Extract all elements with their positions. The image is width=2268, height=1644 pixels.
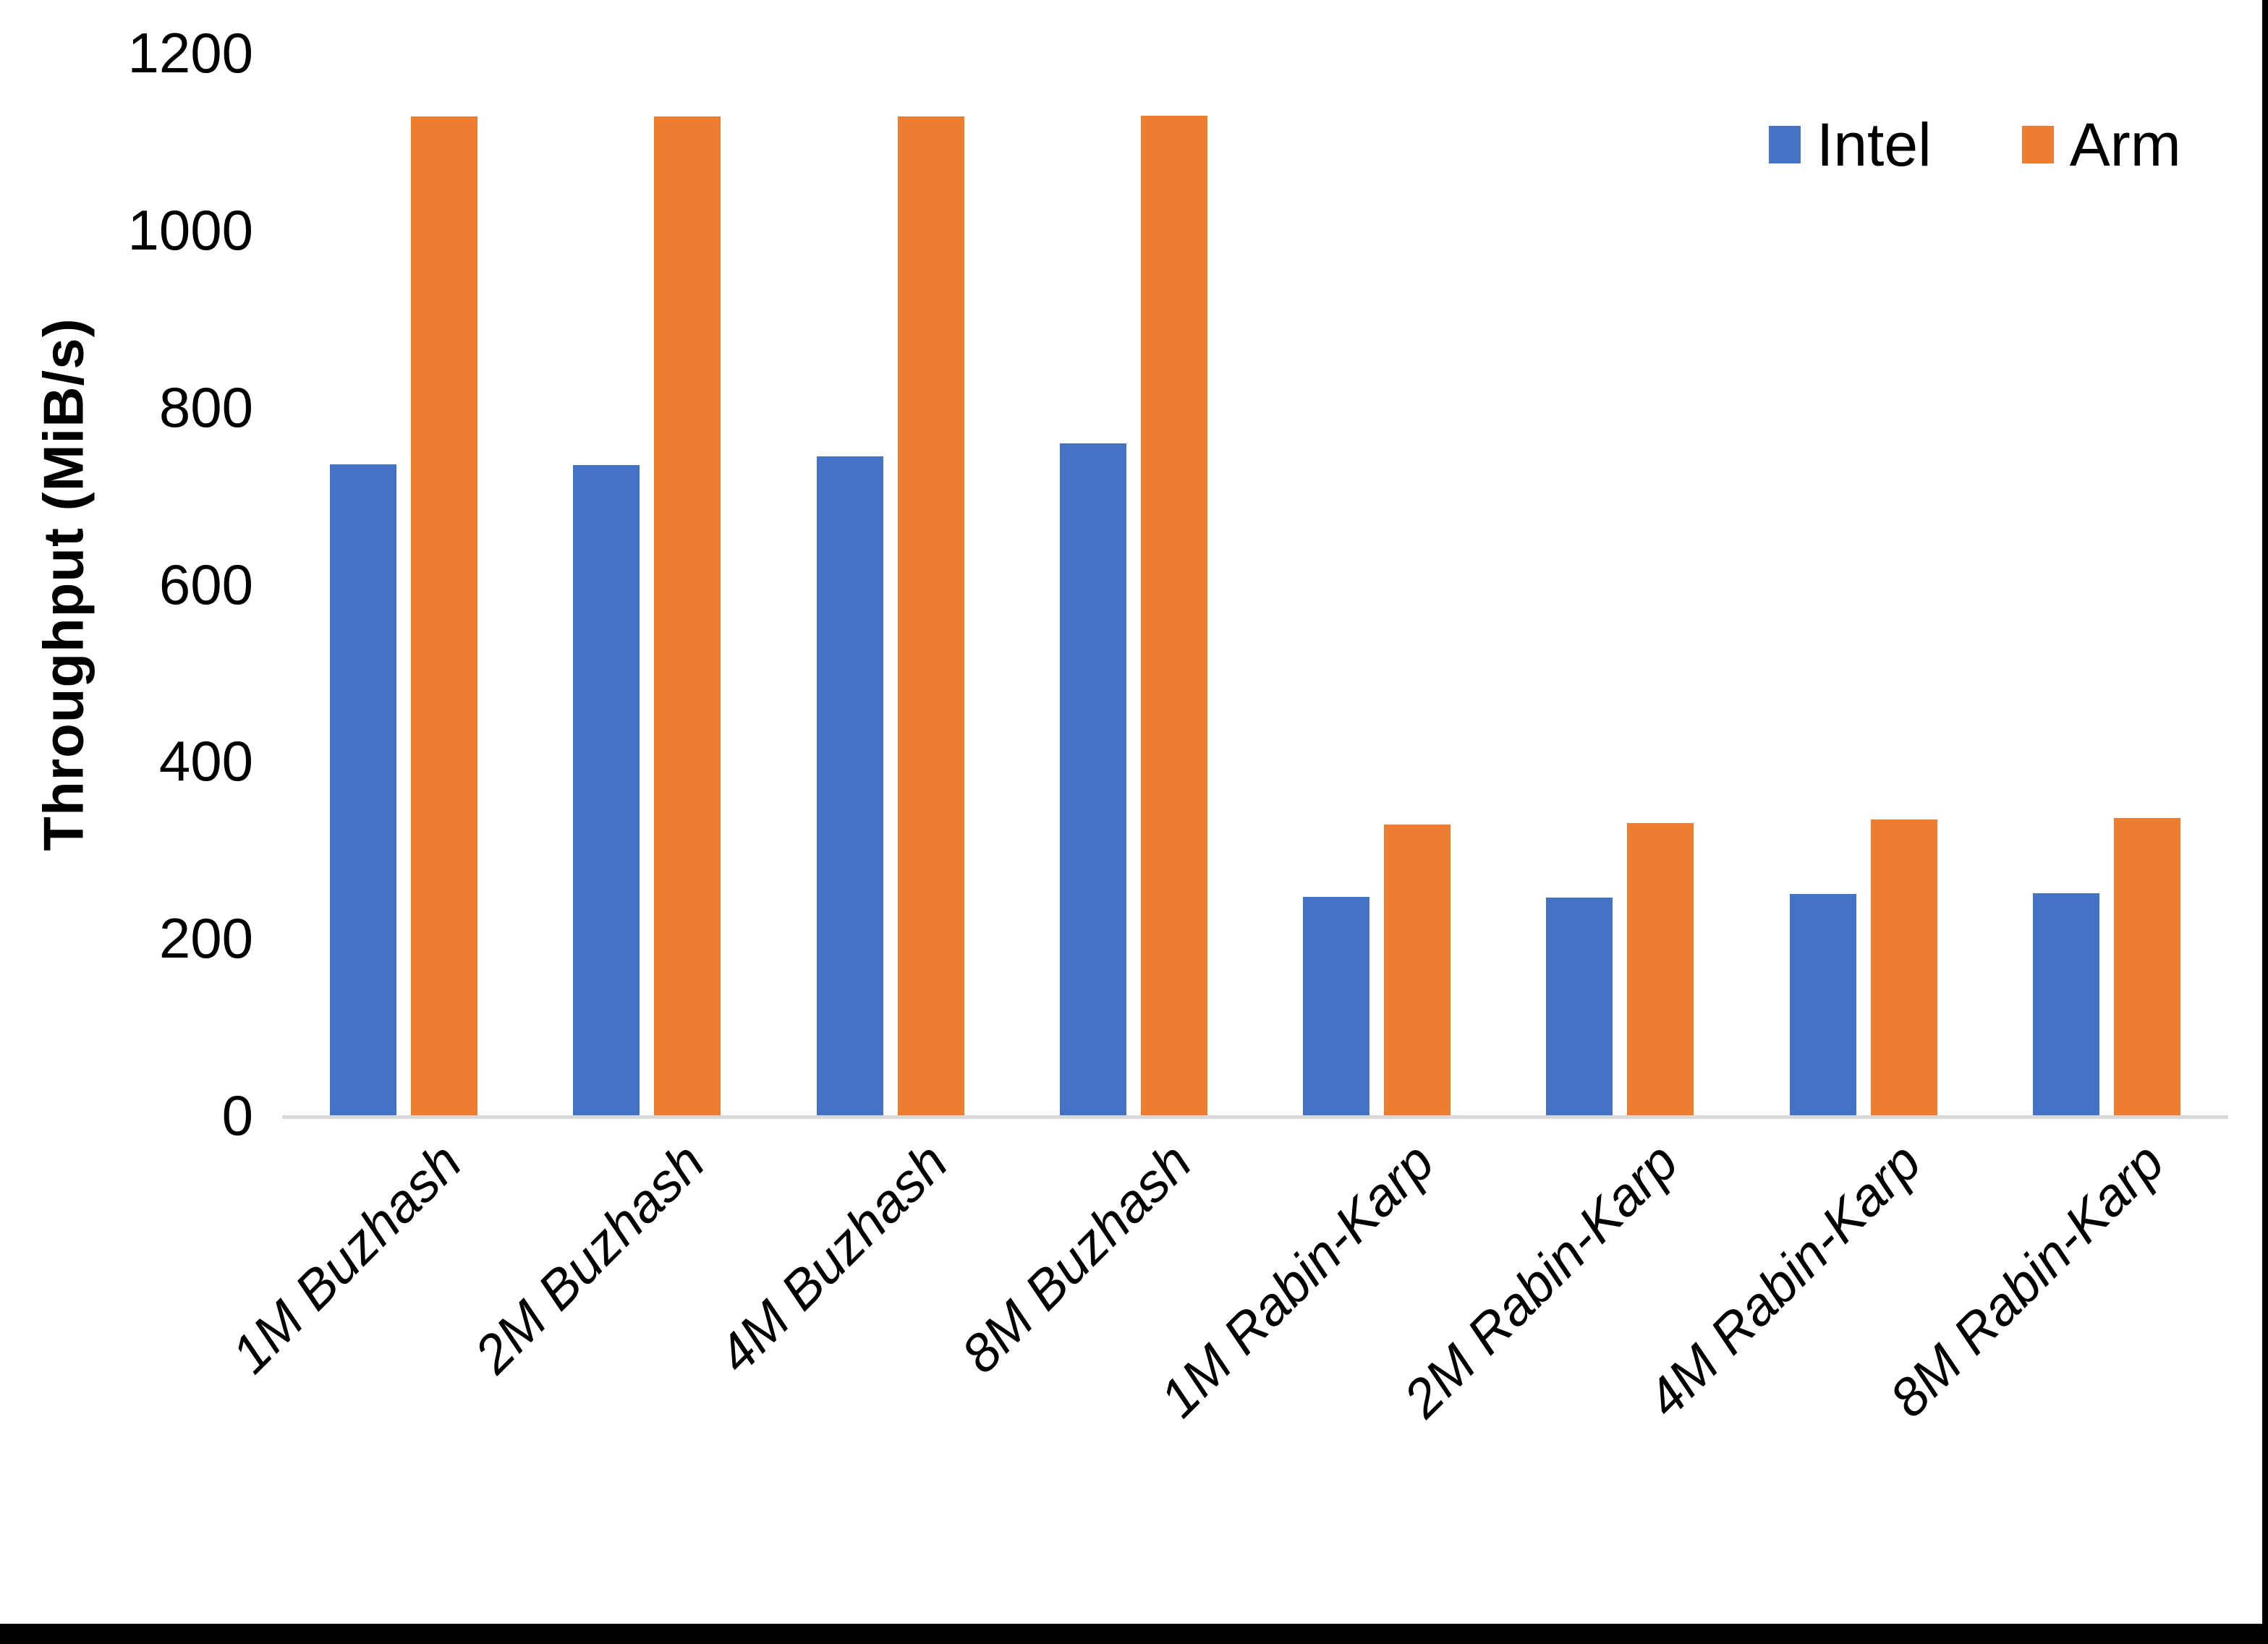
- x-axis-labels: 1M Buzhash 2M Buzhash 4M Buzhash 8M Buzhash…: [220, 1131, 2228, 1640]
- legend-item-arm: Arm: [2021, 111, 2181, 179]
- y-tick-label: 400: [158, 729, 253, 793]
- bar-intel: [1059, 443, 1126, 1115]
- bar-intel: [573, 465, 640, 1115]
- bar-arm: [1384, 825, 1451, 1115]
- x-tick-label: 2M Buzhash: [462, 1131, 716, 1385]
- y-tick-label: 0: [221, 1083, 253, 1147]
- bar-group: [1498, 53, 1741, 1115]
- bar-group: [1742, 53, 1985, 1115]
- legend: Intel Arm: [1769, 114, 2181, 175]
- bar-group: [769, 53, 1012, 1115]
- screen-edge-right: [2262, 0, 2268, 1644]
- bar-intel: [1303, 896, 1370, 1115]
- bar-arm: [1140, 115, 1207, 1115]
- bar-arm: [1627, 823, 1694, 1115]
- legend-label: Intel: [1817, 111, 1932, 179]
- bar-group: [1985, 53, 2228, 1115]
- bar-arm: [897, 116, 964, 1115]
- legend-swatch-intel: [1769, 126, 1801, 163]
- bar-intel: [1546, 897, 1613, 1115]
- x-tick-label: 8M Buzhash: [949, 1131, 1203, 1385]
- bar-intel: [816, 456, 883, 1115]
- bar-arm: [2113, 817, 2180, 1115]
- y-tick-label: 1200: [127, 21, 253, 85]
- y-tick-label: 1000: [127, 197, 253, 262]
- y-tick-label: 800: [158, 375, 253, 439]
- bar-group: [525, 53, 768, 1115]
- x-tick-label: 1M Buzhash: [219, 1131, 473, 1385]
- y-tick-label: 600: [158, 552, 253, 616]
- legend-label: Arm: [2069, 111, 2181, 179]
- bar-intel: [330, 464, 397, 1115]
- plot-area: [282, 53, 2228, 1119]
- plot-groups: [282, 53, 2228, 1115]
- legend-item-intel: Intel: [1769, 114, 1932, 175]
- x-tick-label: 4M Buzhash: [706, 1131, 959, 1385]
- bar-arm: [654, 116, 721, 1115]
- bar-group: [1012, 53, 1255, 1115]
- screen-edge-bottom: [0, 1624, 2268, 1644]
- bar-intel: [2032, 893, 2099, 1115]
- bar-arm: [411, 116, 478, 1115]
- y-axis-ticks: 0 200 400 600 800 1000 1200: [0, 25, 253, 1143]
- bar-arm: [1870, 819, 1937, 1115]
- bar-group: [282, 53, 525, 1115]
- legend-swatch-arm: [2021, 126, 2054, 163]
- y-tick-label: 200: [158, 906, 253, 971]
- bar-intel: [1789, 893, 1856, 1115]
- bar-group: [1255, 53, 1498, 1115]
